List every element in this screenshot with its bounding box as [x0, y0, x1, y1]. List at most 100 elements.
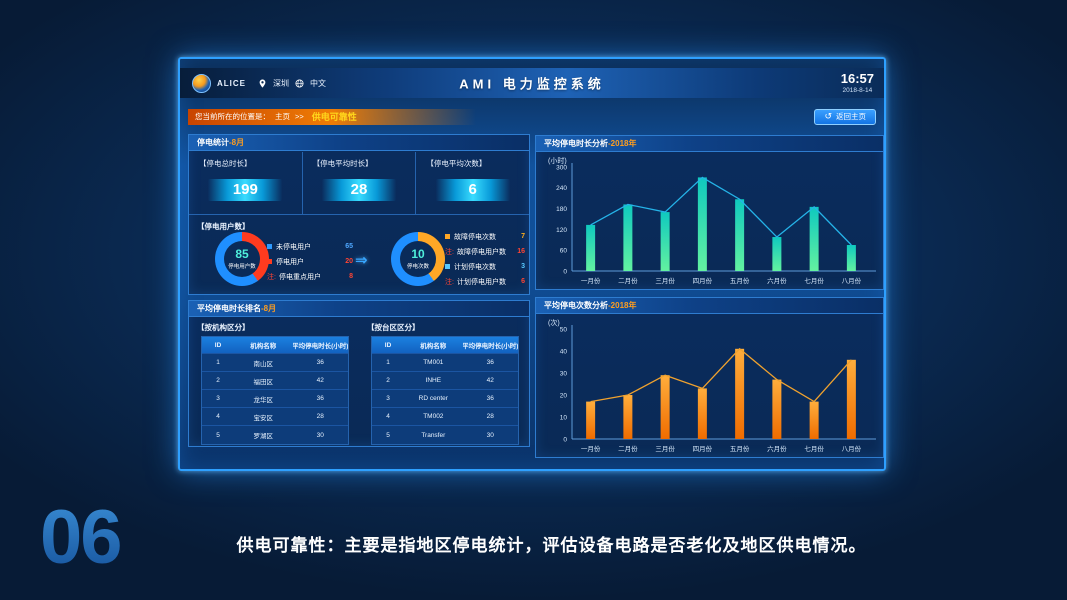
panel-title-suffix: -8月 [261, 304, 277, 313]
panel-title: 平均停电时长排名-8月 [189, 301, 529, 317]
table-cell: 福田区 [253, 378, 274, 386]
panel-outage-stats: 停电统计-8月 【停电总时长】 199 【停电平均时长】 28 【停电平均次数】… [188, 134, 530, 295]
table-header-row: ID 机构名称 平均停电时长(小时) [372, 337, 518, 354]
clock-date: 2018-8-14 [842, 87, 873, 94]
svg-text:0: 0 [563, 436, 567, 443]
stat-value: 199 [208, 179, 283, 201]
svg-text:三月份: 三月份 [655, 444, 675, 453]
legend-item: 计划停电次数 3 [445, 259, 525, 274]
breadcrumb-home[interactable]: 主页 [275, 112, 290, 121]
legend-value: 6 [521, 278, 525, 285]
table-cell: 1 [216, 359, 220, 366]
table-cell: INHE [425, 377, 442, 384]
table-row: 5 Transfer 30 [372, 426, 518, 444]
table-header-cell: 机构名称 [250, 343, 277, 350]
table-cell: 南山区 [253, 360, 274, 368]
table-cell: 5 [216, 431, 220, 439]
stat-avg-count: 【停电平均次数】 6 [416, 152, 529, 214]
app-header: ALICE 深圳 中文 AMI 电力监控系统 16:57 2018-8-14 [180, 68, 884, 98]
svg-text:六月份: 六月份 [767, 276, 787, 285]
legend-marker [267, 259, 272, 264]
header-left: ALICE 深圳 中文 [192, 73, 326, 93]
svg-text:五月份: 五月份 [730, 444, 750, 453]
legend-label: 未停电用户 [276, 243, 311, 251]
language-label[interactable]: 中文 [310, 78, 326, 88]
users-section-label: 【停电用户数】 [197, 222, 250, 231]
panel-title-text: 平均停电次数分析 [544, 301, 608, 310]
legend-item: 未停电用户 65 [267, 239, 353, 254]
panel-title-suffix: -2018年 [608, 139, 637, 148]
svg-text:七月份: 七月份 [804, 444, 824, 453]
table-cell: TM001 [423, 359, 444, 366]
org-ranking-table: ID 机构名称 平均停电时长(小时) 1 南山区 36 2 福田区 42 3 龙华区 36 4 宝安区 28… [201, 336, 349, 445]
table-cell: 2 [386, 377, 390, 384]
outage-users-donut: 85 停电用户数 [215, 232, 269, 286]
svg-text:七月份: 七月份 [804, 276, 824, 285]
undo-arrow-icon: ↺ [824, 111, 832, 121]
legend-value: 20 [345, 258, 353, 265]
table-cell: 42 [486, 377, 494, 384]
table-row: 5 罗湖区 30 [202, 426, 348, 444]
svg-text:二月份: 二月份 [618, 276, 638, 285]
donut-value: 85 [235, 247, 249, 261]
svg-text:240: 240 [556, 185, 567, 192]
clock: 16:57 2018-8-14 [841, 72, 874, 94]
table-cell: 36 [316, 395, 324, 402]
table-cell: 2 [216, 377, 220, 384]
table-cell: 3 [216, 395, 220, 402]
location-label[interactable]: 深圳 [273, 78, 289, 88]
legend-marker [445, 264, 450, 269]
station-ranking-table: ID 机构名称 平均停电时长(小时) 1 TM001 36 2 INHE 42 3 RD cente… [371, 336, 519, 445]
table-header-row: ID 机构名称 平均停电时长(小时) [202, 337, 348, 354]
breadcrumb: 您当前所在的位置是： 主页 >> 供电可靠性 [188, 108, 488, 125]
back-home-label: 返回主页 [836, 112, 866, 121]
outage-count-legend: 故障停电次数 7 注: 故障停电用户数 16 计划停电次数 3 注: 计划停电用户数 6 [445, 229, 525, 289]
table-header-cell: ID [214, 341, 222, 349]
table-row: 3 龙华区 36 [202, 390, 348, 408]
panel-duration-analysis: 平均停电时长分析-2018年 (小时) 0 60 120 180 240 300 一月份 二月份… [535, 135, 884, 290]
table-section-label-station: 【按台区区分】 [367, 323, 420, 332]
caption: 供电可靠性：主要是指地区停电统计，评估设备电路是否老化及地区供电情况。 [236, 536, 867, 555]
svg-text:(次): (次) [548, 318, 560, 327]
svg-text:二月份: 二月份 [618, 444, 638, 453]
legend-item: 注: 计划停电用户数 6 [445, 274, 525, 289]
legend-label: 故障停电次数 [454, 233, 496, 241]
panel-title-text: 停电统计 [197, 138, 229, 147]
table-row: 3 RD center 36 [372, 390, 518, 408]
svg-text:一月份: 一月份 [581, 444, 601, 453]
legend-label: 故障停电用户数 [456, 248, 506, 256]
stat-label: 【停电平均时长】 [312, 159, 373, 168]
table-cell: 36 [486, 395, 494, 402]
legend-note: 注: [445, 248, 454, 256]
legend-note: 注: [267, 273, 276, 281]
panel-count-analysis: 平均停电次数分析-2018年 (次) 0 10 20 30 40 50 一月份 二月份 三月份 四月… [535, 297, 884, 458]
table-header-cell: ID [384, 341, 392, 349]
donut-label: 停电次数 [406, 264, 429, 270]
stat-value: 6 [435, 179, 510, 201]
table-row: 4 TM002 28 [372, 408, 518, 426]
app-title: AMI 电力监控系统 [459, 76, 605, 92]
avatar[interactable] [192, 73, 211, 93]
back-home-button[interactable]: ↺ 返回主页 [814, 108, 876, 125]
legend-note: 注: [445, 278, 454, 286]
panel-title: 平均停电次数分析-2018年 [536, 298, 883, 314]
table-cell: 4 [386, 413, 390, 420]
table-cell: 龙华区 [253, 396, 274, 404]
table-row: 2 INHE 42 [372, 372, 518, 390]
panel-title-suffix: -2018年 [608, 301, 637, 310]
svg-text:五月份: 五月份 [730, 276, 750, 285]
table-row: 4 宝安区 28 [202, 408, 348, 426]
legend-item: 注: 故障停电用户数 16 [445, 244, 525, 259]
breadcrumb-separator: >> [295, 112, 304, 121]
table-cell: Transfer [421, 431, 446, 439]
legend-value: 7 [521, 233, 525, 240]
table-cell: 30 [316, 431, 324, 439]
svg-text:八月份: 八月份 [842, 276, 862, 285]
table-cell: 宝安区 [253, 414, 274, 422]
legend-value: 8 [349, 273, 353, 280]
slide-number: 06 [40, 495, 123, 580]
svg-text:120: 120 [556, 227, 567, 234]
table-row: 2 福田区 42 [202, 372, 348, 390]
table-cell: 4 [216, 413, 220, 420]
